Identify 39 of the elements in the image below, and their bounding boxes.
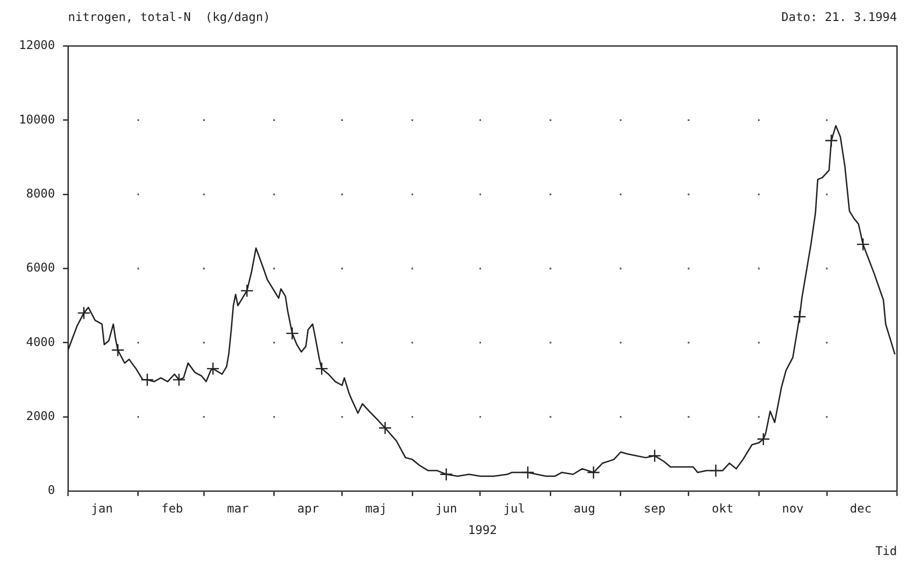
x-tick-label: jul [503,501,526,516]
point [206,362,220,376]
x-tick-label: nov [782,501,804,516]
point [648,449,662,462]
point [286,326,299,340]
point [792,310,806,324]
x-tick-label: jun [435,501,458,516]
y-tick-label: 0 [48,483,55,498]
point [140,373,154,386]
point [756,432,770,446]
y-tick-label: 10000 [18,112,55,126]
point [77,306,91,320]
point [172,373,186,386]
y-tick-label: 12000 [18,38,55,52]
x-tick-label: maj [365,501,387,516]
point [378,421,392,435]
x-tick-label: sep [644,501,666,516]
x-tick-label: mar [227,501,249,516]
x-tick-label: jan [91,501,113,516]
y-tick-label: 6000 [26,260,55,275]
x-tick-label: apr [297,501,319,516]
x-tick-label: aug [574,501,596,516]
point [111,343,124,357]
x-tick-label: okt [712,501,734,516]
text: Dato: 21. 3.1994 [781,10,897,24]
point [315,362,328,376]
x-tick-label: dec [850,501,872,516]
point [824,134,838,148]
y-tick-label: 4000 [26,334,55,349]
point [856,238,870,252]
y-tick-label: 8000 [26,186,55,200]
x-tick-label: feb [161,501,184,516]
y-tick-label: 2000 [26,408,55,423]
text: 1992 [468,523,497,538]
point [586,466,600,480]
x-axis-title: Tid [875,544,897,558]
point [440,468,453,481]
point [240,284,254,298]
chart-title: nitrogen, total-N (kg/dagn) [68,10,270,24]
